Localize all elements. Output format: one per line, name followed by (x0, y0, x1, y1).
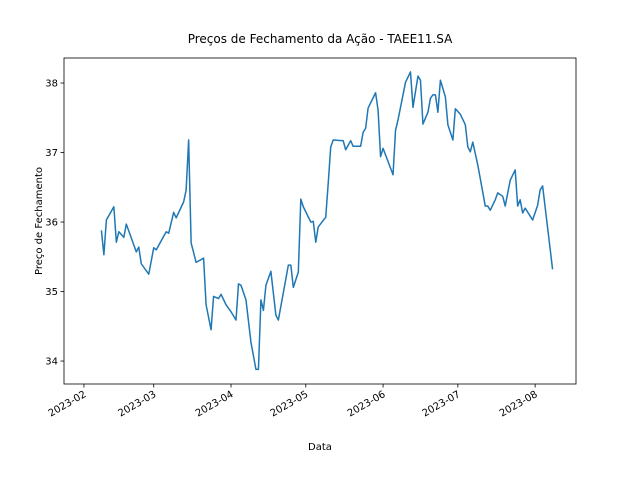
y-tick-label: 37 (45, 148, 58, 159)
y-tick-label: 38 (45, 79, 58, 90)
y-axis-label: Preço de Fechamento (34, 167, 45, 275)
y-tick-label: 34 (45, 357, 58, 368)
x-axis-label: Data (308, 442, 332, 453)
chart-title: Preços de Fechamento da Ação - TAEE11.SA (188, 32, 453, 46)
plot-frame (63, 57, 577, 385)
y-tick-label: 36 (45, 218, 58, 229)
y-tick-label: 35 (45, 287, 58, 298)
price-line (100, 71, 554, 371)
